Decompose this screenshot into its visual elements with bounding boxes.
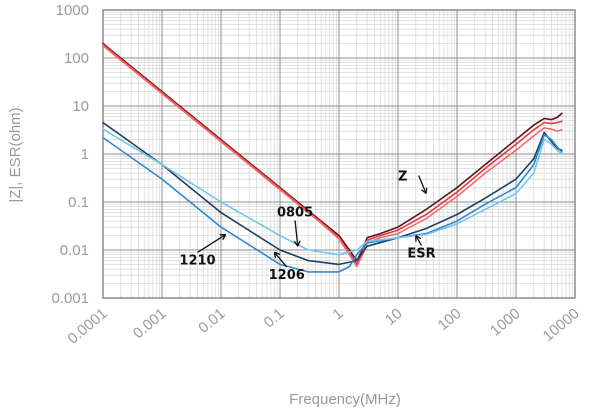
x-tick-label: 100 — [434, 305, 464, 334]
x-axis-title: Frequency(MHz) — [289, 391, 401, 408]
x-tick-label: 0.1 — [261, 305, 288, 331]
z-series-line — [102, 43, 563, 266]
annotation-label: Z — [398, 170, 407, 185]
x-tick-label: 1 — [329, 305, 346, 323]
y-axis-title: |Z|, ESR(ohm) — [7, 107, 24, 202]
plot-frame — [102, 9, 576, 299]
annotation-label: 1210 — [179, 253, 215, 268]
series-lines — [102, 42, 563, 273]
x-tick-label: 1000 — [487, 305, 523, 339]
x-tick-label: 0.001 — [130, 305, 170, 342]
annotation-label: 1206 — [269, 268, 305, 283]
y-tick-label: 1000 — [56, 2, 89, 19]
annotation-label: ESR — [407, 246, 435, 261]
annotation-arrow — [418, 175, 428, 195]
annotation-arrow — [415, 234, 423, 246]
y-tick-label: 1 — [81, 146, 89, 163]
annotation-label: 0805 — [277, 205, 313, 220]
x-tick-label: 0.01 — [195, 305, 228, 337]
esr-series-line — [102, 128, 563, 256]
annotation-arrow — [273, 251, 288, 268]
z-series-line — [102, 44, 563, 268]
y-tick-label: 0.001 — [51, 290, 89, 307]
annotation-arrow — [293, 220, 301, 247]
x-tick-label: 10000 — [540, 305, 583, 345]
y-tick-label: 100 — [64, 50, 89, 67]
y-tick-label: 0.01 — [60, 242, 89, 259]
y-tick-label: 0.1 — [68, 194, 89, 211]
esr-series-line — [102, 134, 563, 273]
y-tick-label: 10 — [72, 98, 89, 115]
annotation-arrow — [197, 233, 227, 253]
x-tick-label: 10 — [382, 305, 406, 329]
z-series-line — [102, 42, 563, 262]
annotations: 1210 0805 1206 Z ESR — [179, 170, 435, 283]
esr-series-line — [102, 121, 563, 266]
grid — [102, 9, 576, 299]
x-tick-label: 0.0001 — [64, 305, 110, 348]
